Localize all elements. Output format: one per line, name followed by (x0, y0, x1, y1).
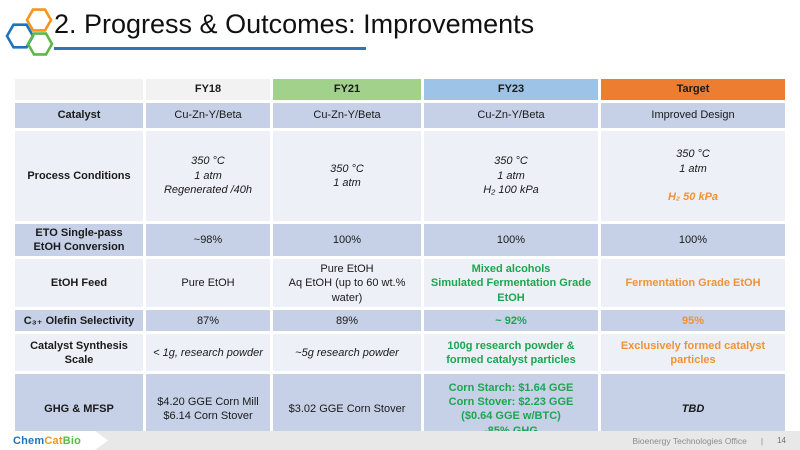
row-catalyst-synthesis-scale: Catalyst Synthesis Scale < 1g, research … (15, 334, 785, 372)
row-olefin-selectivity: C₃₊ Olefin Selectivity 87% 89% ~ 92% 95% (15, 310, 785, 332)
row-eto-conversion: ETO Single-pass EtOH Conversion ~98% 100… (15, 223, 785, 257)
cell-conversion-fy21: 100% (273, 223, 421, 257)
cell-conversion-fy18: ~98% (146, 223, 270, 257)
cell-catalyst-target: Improved Design (601, 103, 785, 128)
cell-conversion-fy23: 100% (424, 223, 598, 257)
process-target-conditions: 350 °C 1 atm (676, 148, 710, 175)
footer-office-label: Bioenergy Technologies Office (632, 435, 747, 446)
cell-synthesis-target: Exclusively formed catalyst particles (601, 334, 785, 372)
page-title: 2. Progress & Outcomes: Improvements (54, 9, 535, 39)
cell-feed-target: Fermentation Grade EtOH (601, 259, 785, 308)
cell-selectivity-target: 95% (601, 310, 785, 332)
row-header-process-conditions: Process Conditions (15, 131, 143, 221)
logo-text-bio: Bio (62, 434, 82, 447)
process-target-highlight: H₂ 50 kPa (667, 191, 719, 204)
cell-feed-fy23: Mixed alcohols Simulated Fermentation Gr… (424, 259, 598, 308)
cell-selectivity-fy23: ~ 92% (424, 310, 598, 332)
cell-process-fy18: 350 °C 1 atm Regenerated /40h (146, 131, 270, 221)
cell-catalyst-fy21: Cu-Zn-Y/Beta (273, 103, 421, 128)
cell-synthesis-fy23: 100g research powder & formed catalyst p… (424, 334, 598, 372)
cell-process-target: 350 °C 1 atm H₂ 50 kPa (601, 131, 785, 221)
cell-selectivity-fy18: 87% (146, 310, 270, 332)
cell-synthesis-fy18: < 1g, research powder (146, 334, 270, 372)
title-underline (54, 47, 366, 50)
logo-text-cat: Cat (44, 434, 63, 447)
row-etoh-feed: EtOH Feed Pure EtOH Pure EtOH Aq EtOH (u… (15, 259, 785, 308)
cell-synthesis-fy21: ~5g research powder (273, 334, 421, 372)
row-catalyst: Catalyst Cu-Zn-Y/Beta Cu-Zn-Y/Beta Cu-Zn… (15, 103, 785, 128)
footer-separator: | (760, 435, 764, 446)
cell-feed-fy21: Pure EtOH Aq EtOH (up to 60 wt.% water) (273, 259, 421, 308)
cell-process-fy23: 350 °C 1 atm H₂ 100 kPa (424, 131, 598, 221)
header-fy23: FY23 (424, 79, 598, 100)
row-header-catalyst: Catalyst (15, 103, 143, 128)
footer-right: Bioenergy Technologies Office | 14 (632, 431, 786, 450)
row-header-etoh-feed: EtOH Feed (15, 259, 143, 308)
progress-outcomes-table: FY18 FY21 FY23 Target Catalyst Cu-Zn-Y/B… (12, 76, 788, 447)
cell-catalyst-fy23: Cu-Zn-Y/Beta (424, 103, 598, 128)
cell-conversion-target: 100% (601, 223, 785, 257)
hexagon-cluster-icon (5, 8, 54, 56)
header-blank-cell (15, 79, 143, 100)
row-header-eto-conversion: ETO Single-pass EtOH Conversion (15, 223, 143, 257)
header-fy21: FY21 (273, 79, 421, 100)
cell-feed-fy18: Pure EtOH (146, 259, 270, 308)
footer-bar (0, 431, 800, 450)
cell-selectivity-fy21: 89% (273, 310, 421, 332)
header-fy18: FY18 (146, 79, 270, 100)
logo-text-chem: Chem (12, 434, 45, 447)
row-process-conditions: Process Conditions 350 °C 1 atm Regenera… (15, 131, 785, 221)
cell-catalyst-fy18: Cu-Zn-Y/Beta (146, 103, 270, 128)
row-header-catalyst-synthesis-scale: Catalyst Synthesis Scale (15, 334, 143, 372)
page-number: 14 (777, 436, 786, 445)
cell-process-fy21: 350 °C 1 atm (273, 131, 421, 221)
row-header-olefin-selectivity: C₃₊ Olefin Selectivity (15, 310, 143, 332)
chemcatbio-logo: ChemCatBio (0, 431, 108, 450)
header-target: Target (601, 79, 785, 100)
table-header-row: FY18 FY21 FY23 Target (15, 79, 785, 100)
